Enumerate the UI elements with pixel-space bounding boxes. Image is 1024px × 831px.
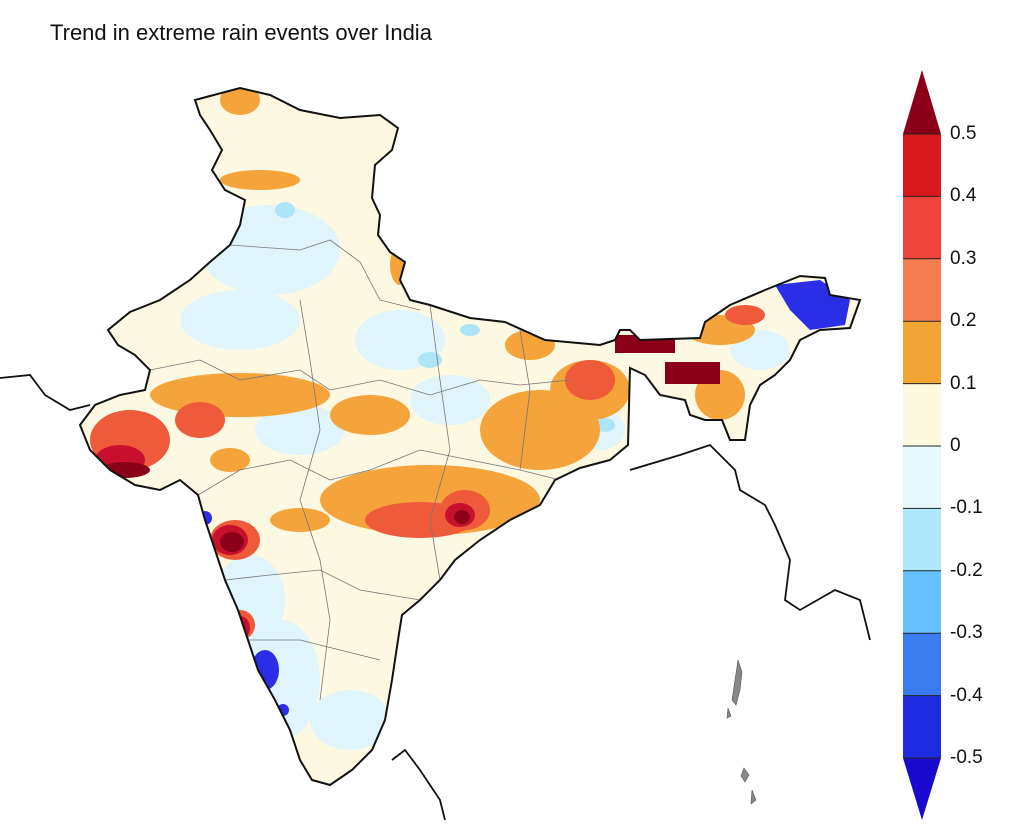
colorbar-segment xyxy=(903,258,941,322)
colorbar-tick-label: 0.1 xyxy=(950,372,977,394)
colorbar-segment xyxy=(903,695,941,759)
colorbar-tick-label: -0.4 xyxy=(950,684,983,706)
colorbar-tick-label: -0.2 xyxy=(950,559,983,581)
colorbar-tick-label: 0.3 xyxy=(950,247,977,269)
colorbar-tick-label: 0.4 xyxy=(950,185,977,207)
andaman-islands xyxy=(726,659,757,805)
colorbar-tick-label: -0.3 xyxy=(950,622,983,644)
colorbar-tick-label: 0 xyxy=(950,435,961,456)
colorbar-segment xyxy=(903,446,941,509)
colorbar-tick-label: 0.5 xyxy=(950,123,977,144)
chart-title: Trend in extreme rain events over India xyxy=(50,20,432,45)
colorbar-tick-label: 0.2 xyxy=(950,310,977,332)
neighbor-borders xyxy=(0,374,871,821)
india-outline xyxy=(78,86,862,787)
colorbar-segment xyxy=(903,570,941,634)
colorbar-tick-label: -0.1 xyxy=(950,497,983,519)
colorbar-top-arrow xyxy=(903,70,941,134)
colorbar-segment xyxy=(903,633,941,697)
colorbar-segment xyxy=(903,383,941,447)
colorbar-segment xyxy=(903,134,941,197)
colorbar-bottom-arrow xyxy=(903,758,941,820)
colorbar-segment xyxy=(903,196,941,260)
colorbar-segment xyxy=(903,321,941,385)
colorbar-tick-label: -0.5 xyxy=(950,747,983,768)
colorbar-segment xyxy=(903,508,941,572)
